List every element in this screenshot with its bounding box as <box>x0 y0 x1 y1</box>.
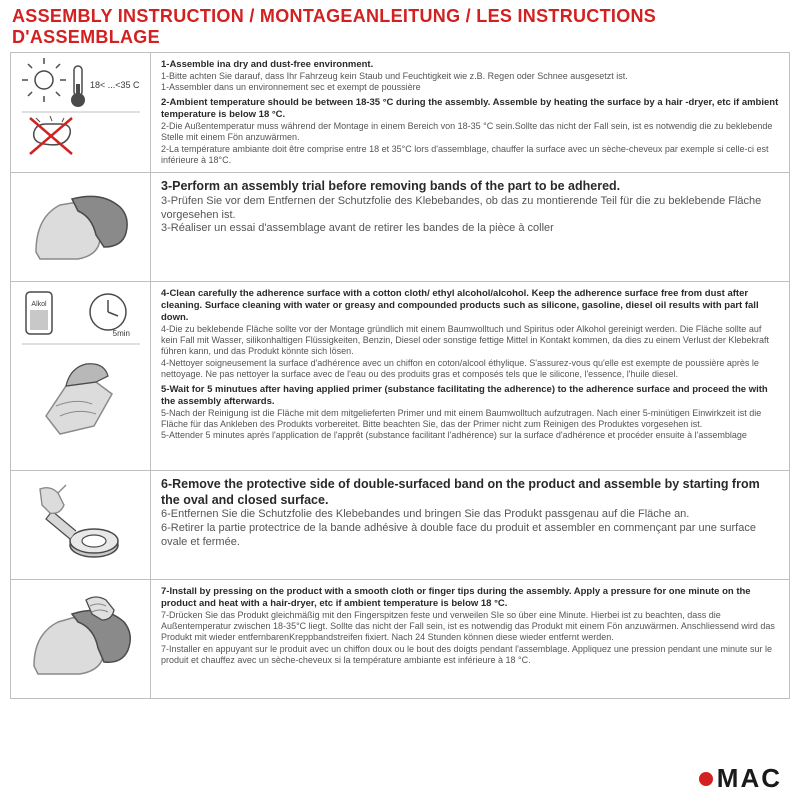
step-de: 2-Die Außentemperatur muss während der M… <box>161 121 779 144</box>
step-en: 2-Ambient temperature should be between … <box>161 97 779 121</box>
step-en: 6-Remove the protective side of double-s… <box>161 477 779 508</box>
five-min-label: 5min <box>112 329 129 338</box>
step-fr: 2-La température ambiante doit être comp… <box>161 144 779 167</box>
text-cell: 3-Perform an assembly trial before remov… <box>151 173 789 281</box>
press-cloth-icon <box>16 584 146 694</box>
illustration-cell: Alkol 5min <box>11 282 151 470</box>
trial-fit-icon <box>16 177 146 277</box>
instruction-row: 7-Install by pressing on the product wit… <box>10 579 790 699</box>
text-cell: 1-Assemble ina dry and dust-free environ… <box>151 53 789 172</box>
text-cell: 7-Install by pressing on the product wit… <box>151 580 789 698</box>
peel-tape-icon <box>16 475 146 575</box>
illustration-cell: 18< ...<35 C <box>11 53 151 172</box>
step-en: 5-Wait for 5 minutues after having appli… <box>161 384 779 408</box>
step-en: 4-Clean carefully the adherence surface … <box>161 288 779 324</box>
text-cell: 4-Clean carefully the adherence surface … <box>151 282 789 470</box>
step-en: 1-Assemble ina dry and dust-free environ… <box>161 59 779 71</box>
step-en: 3-Perform an assembly trial before remov… <box>161 179 779 195</box>
step-de: 5-Nach der Reinigung ist die Fläche mit … <box>161 408 779 431</box>
step-fr: 5-Attender 5 minutes après l'application… <box>161 430 779 441</box>
clean-wait-icon: Alkol 5min <box>16 286 146 466</box>
temp-sun-icon: 18< ...<35 C <box>16 58 146 168</box>
instruction-row: 6-Remove the protective side of double-s… <box>10 470 790 580</box>
step-de: 1-Bitte achten Sie darauf, dass Ihr Fahr… <box>161 71 779 82</box>
step-de: 3-Prüfen Sie vor dem Entfernen der Schut… <box>161 195 779 223</box>
step-fr: 6-Retirer la partie protectrice de la ba… <box>161 522 779 550</box>
brand-logo: MAC <box>699 763 782 794</box>
alkol-label: Alkol <box>31 301 47 308</box>
page-title: ASSEMBLY INSTRUCTION / MONTAGEANLEITUNG … <box>0 0 800 52</box>
illustration-cell <box>11 173 151 281</box>
step: 5-Wait for 5 minutues after having appli… <box>161 384 779 442</box>
step: 3-Perform an assembly trial before remov… <box>161 179 779 236</box>
step: 2-Ambient temperature should be between … <box>161 97 779 166</box>
temp-range-label: 18< ...<35 C <box>90 80 140 90</box>
step-fr: 4-Nettoyer soigneusement la surface d'ad… <box>161 358 779 381</box>
instruction-row: Alkol 5min 4-Clean carefully the adheren… <box>10 281 790 471</box>
step-fr: 3-Réaliser un essai d'assemblage avant d… <box>161 222 779 236</box>
step-fr: 1-Assembler dans un environnement sec et… <box>161 82 779 93</box>
step: 7-Install by pressing on the product wit… <box>161 586 779 666</box>
instruction-row: 3-Perform an assembly trial before remov… <box>10 172 790 282</box>
logo-text: MAC <box>717 763 782 794</box>
step-de: 7-Drücken Sie das Produkt gleichmäßig mi… <box>161 610 779 644</box>
step-en: 7-Install by pressing on the product wit… <box>161 586 779 610</box>
step: 6-Remove the protective side of double-s… <box>161 477 779 550</box>
step-fr: 7-Installer en appuyant sur le produit a… <box>161 644 779 667</box>
step-de: 6-Entfernen Sie die Schutzfolie des Kleb… <box>161 508 779 522</box>
step: 4-Clean carefully the adherence surface … <box>161 288 779 380</box>
illustration-cell <box>11 580 151 698</box>
text-cell: 6-Remove the protective side of double-s… <box>151 471 789 579</box>
step: 1-Assemble ina dry and dust-free environ… <box>161 59 779 93</box>
instruction-rows: 18< ...<35 C 1-Assemble ina dry and dust… <box>0 52 800 699</box>
illustration-cell <box>11 471 151 579</box>
instruction-row: 18< ...<35 C 1-Assemble ina dry and dust… <box>10 52 790 173</box>
logo-dot-icon <box>699 772 713 786</box>
step-de: 4-Die zu beklebende Fläche sollte vor de… <box>161 324 779 358</box>
